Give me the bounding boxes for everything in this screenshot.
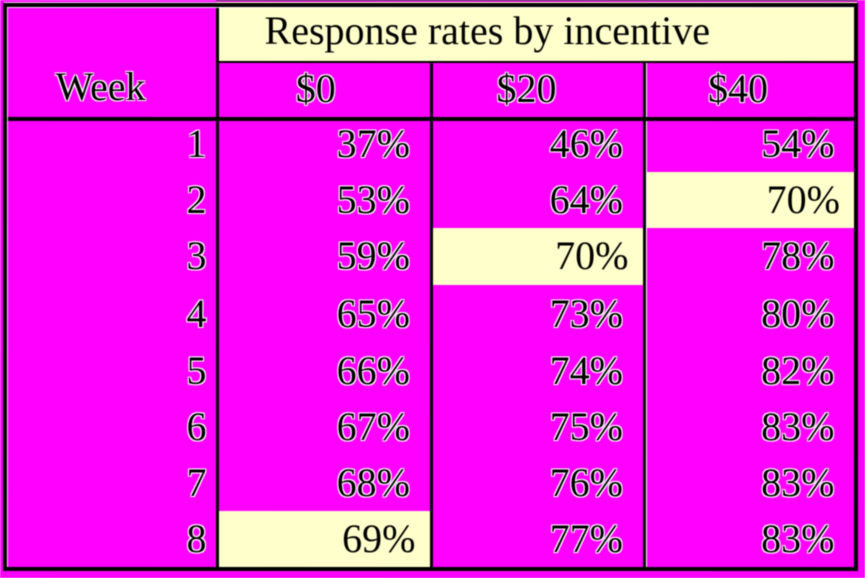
cell-w4-d0: 65% — [218, 284, 430, 343]
cell-w1-d20: 46% — [432, 120, 643, 172]
vertical-border-week — [215, 6, 219, 567]
week-label-8: 8 — [6, 510, 216, 567]
cell-w6-d20: 75% — [432, 399, 643, 456]
week-label-5: 5 — [6, 342, 216, 399]
week-label-2: 2 — [7, 171, 217, 228]
cell-w4-d20: 73% — [432, 285, 643, 343]
inset-highlight-top — [7, 6, 855, 9]
cell-w7-d0: 68% — [218, 455, 430, 511]
vertical-border-0-20 — [429, 62, 433, 567]
week-label-7: 7 — [6, 455, 216, 511]
cell-w5-d0: 66% — [218, 342, 430, 399]
top-edge-dark-line — [216, 0, 858, 2]
column-header-40: $40 — [647, 63, 855, 118]
cell-w8-d20: 77% — [432, 511, 643, 567]
cell-w2-d0: 53% — [218, 171, 430, 228]
caption-separator-line — [218, 60, 855, 64]
cell-w1-d40: 54% — [647, 120, 855, 172]
cell-w2-d20: 64% — [432, 171, 643, 228]
cell-w4-d40: 80% — [646, 285, 855, 343]
cell-w5-d20: 74% — [432, 342, 643, 400]
table-caption: Response rates by incentive — [218, 6, 855, 62]
column-header-0: $0 — [218, 62, 430, 117]
cell-w8-d0-highlighted: 69% — [218, 510, 430, 567]
header-separator-line — [7, 116, 855, 121]
table-grid: Response rates by incentive Week $0 $20 … — [6, 6, 855, 567]
week-label-4: 4 — [6, 284, 217, 343]
response-rates-table: Response rates by incentive Week $0 $20 … — [2, 2, 859, 572]
cell-w1-d0: 37% — [218, 120, 430, 172]
cell-w3-d40: 78% — [647, 227, 855, 286]
week-label-3: 3 — [7, 227, 217, 285]
cell-w7-d20: 76% — [432, 455, 643, 512]
column-header-week: Week — [7, 6, 217, 117]
cell-w6-d0: 67% — [218, 398, 430, 456]
cell-w8-d40: 83% — [646, 511, 854, 567]
cell-w5-d40: 82% — [646, 342, 854, 400]
cell-w6-d40: 83% — [646, 399, 854, 456]
vertical-highlight-line — [645, 63, 648, 567]
cell-w2-d40-highlighted: 70% — [647, 171, 855, 228]
inset-highlight-left — [6, 6, 9, 567]
week-label-1: 1 — [7, 120, 217, 172]
cell-w3-d0: 59% — [218, 227, 430, 285]
cell-w7-d40: 83% — [646, 455, 854, 512]
week-label-6: 6 — [6, 398, 216, 456]
column-header-20: $20 — [432, 63, 643, 118]
cell-w3-d20-highlighted: 70% — [432, 227, 643, 286]
